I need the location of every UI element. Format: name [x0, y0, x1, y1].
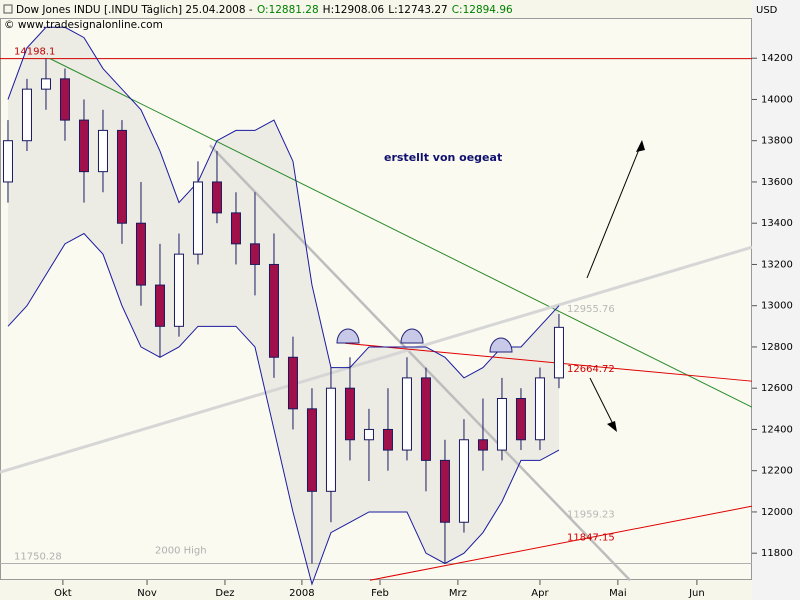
note: erstellt von oegeat	[384, 151, 502, 164]
x-tick-label: Mai	[609, 588, 627, 599]
price-label: 12955.76	[567, 304, 615, 315]
price-label: 11847.15	[567, 532, 615, 543]
candle-body	[249, 243, 260, 265]
trendline	[209, 144, 631, 582]
source: © www.tradesignalonline.com	[4, 19, 163, 31]
x-tick-label: Dez	[215, 588, 234, 599]
band-lower	[7, 232, 560, 586]
y-tick-label: 12800	[761, 342, 793, 353]
y-tick-label: 13400	[761, 218, 793, 229]
candle-body	[306, 408, 317, 492]
candle-body	[325, 387, 336, 492]
candle-body	[553, 326, 564, 379]
candle-body	[382, 428, 393, 451]
trendline	[344, 342, 753, 382]
y-tick-label: 14000	[761, 94, 793, 105]
candle-body	[135, 222, 146, 286]
candle-body	[21, 88, 32, 142]
price-label: 12664.72	[567, 364, 615, 375]
candle-body	[2, 140, 13, 183]
candle-body	[78, 119, 89, 173]
candle-body	[211, 181, 222, 214]
ohlc-label: L:12743.27	[388, 4, 448, 16]
x-tick-label: Mrz	[449, 588, 467, 599]
arrow-head	[607, 421, 617, 432]
level-label: 11750.28	[14, 551, 62, 562]
y-tick-label: 13200	[761, 259, 793, 270]
plot: 14198.1 11750.28 2000 High 12955.76 12664.72…	[0, 26, 753, 586]
icon	[3, 4, 13, 14]
level-label: 14198.1	[14, 47, 55, 58]
ohlc-label: H:12908.06	[323, 4, 385, 16]
y-tick-label: 14200	[761, 53, 793, 64]
y-tick-label: 13000	[761, 301, 793, 312]
hump	[336, 328, 360, 344]
x-tick-label: 2008	[289, 588, 314, 599]
candle-body	[420, 377, 431, 461]
y-tick-label: 12400	[761, 424, 793, 435]
hump	[400, 328, 424, 344]
arrow	[589, 377, 617, 431]
candle-body	[496, 398, 507, 451]
candle-body	[401, 377, 412, 451]
trendline	[0, 245, 753, 474]
price-label: 11959.23	[567, 509, 615, 520]
y-tick-label: 12000	[761, 507, 793, 518]
y-unit: USD	[756, 5, 778, 16]
candle-body	[116, 129, 127, 224]
y-tick-label: 12200	[761, 466, 793, 477]
y-tick-label: 13800	[761, 136, 793, 147]
candle-body	[439, 459, 450, 523]
level-name: 2000 High	[155, 545, 207, 556]
candle-body	[534, 377, 545, 441]
y-tick-label: 13600	[761, 177, 793, 188]
x-tick-label: Nov	[137, 588, 157, 599]
y-tick-label: 11800	[761, 548, 793, 559]
arrow	[586, 141, 643, 279]
candle-body	[230, 212, 241, 245]
hump	[489, 337, 513, 353]
x-tick-label: Jun	[688, 588, 705, 599]
candle-body	[192, 181, 203, 255]
candle-body	[344, 387, 355, 441]
band-upper	[7, 26, 560, 379]
y-tick-label: 12600	[761, 383, 793, 394]
candle-body	[515, 398, 526, 441]
candle-body	[173, 253, 184, 327]
candle-body	[59, 78, 70, 121]
trendline	[369, 505, 753, 581]
axis-panel	[752, 0, 800, 600]
candle-body	[97, 129, 108, 173]
ohlc-label: C:12894.96	[452, 4, 513, 16]
header: Dow Jones INDU [.INDU Täglich] 25.04.200…	[16, 4, 513, 16]
candle-body	[458, 439, 469, 523]
arrow-head	[636, 140, 645, 152]
ohlc-label: O:12881.28	[257, 4, 319, 16]
candle-body	[268, 263, 279, 358]
candle-body	[154, 284, 165, 327]
candle-body	[477, 439, 488, 451]
x-tick-label: Okt	[54, 588, 72, 599]
x-tick-label: Apr	[531, 588, 549, 599]
candle-body	[363, 428, 374, 441]
candle-body	[287, 356, 298, 410]
x-tick-label: Feb	[371, 588, 389, 599]
trendline	[49, 58, 753, 408]
title: Dow Jones INDU [.INDU Täglich] 25.04.200…	[16, 4, 253, 16]
candle-body	[40, 78, 51, 90]
